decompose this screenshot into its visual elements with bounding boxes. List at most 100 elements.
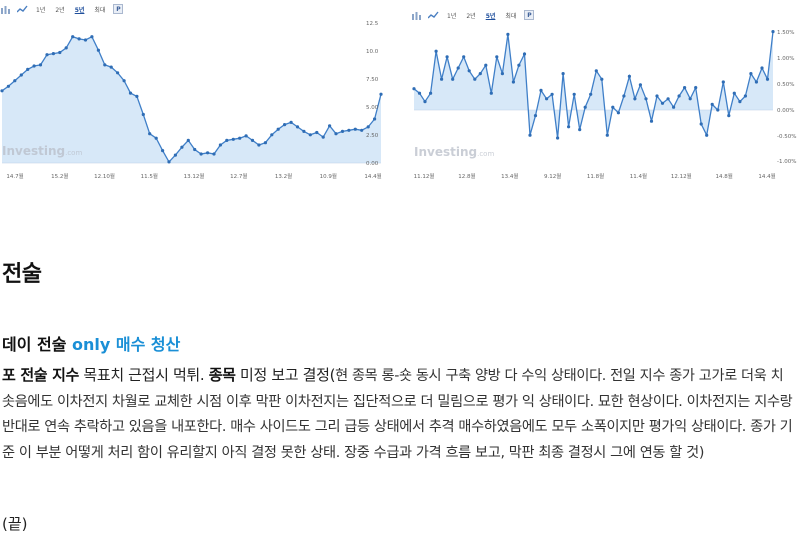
data-point [58, 50, 62, 55]
data-point [270, 133, 274, 137]
y-tick-label: 1.50% [777, 30, 794, 36]
data-point [622, 94, 626, 98]
data-point [71, 35, 75, 39]
data-point [154, 136, 158, 140]
data-point [109, 65, 113, 69]
data-point [765, 77, 770, 81]
y-tick-label: 10.0 [366, 49, 379, 55]
chart-left-toolbar: 1년 2년 5년 최대 P [0, 0, 124, 18]
data-point [45, 53, 49, 57]
x-tick-label: 15.2월 [51, 172, 68, 180]
data-point [180, 145, 184, 149]
y-tick-label: 7.50 [366, 77, 379, 83]
body-paragraph: 포 전술 지수 목표치 근접시 먹튀. 종목 미정 보고 결정(현 종목 롱-숏… [2, 363, 794, 466]
data-point [545, 97, 549, 101]
x-tick-label: 11.12월 [414, 172, 435, 180]
data-point [500, 72, 504, 76]
x-tick-label: 12.10월 [94, 172, 115, 180]
period-5y-button[interactable]: 5년 [485, 12, 496, 20]
data-point [26, 67, 30, 71]
watermark-suffix: .com [65, 149, 82, 157]
data-point [135, 94, 139, 98]
investing-watermark: Investing.com [414, 145, 494, 159]
data-point [600, 77, 604, 81]
data-point [186, 138, 190, 142]
data-point [484, 63, 488, 67]
data-point [738, 100, 742, 104]
p-button[interactable]: P [113, 4, 124, 14]
data-point [567, 125, 571, 129]
data-point [705, 133, 709, 137]
data-point [302, 129, 306, 133]
data-point [473, 77, 477, 81]
x-tick-label: 14.7월 [6, 172, 23, 180]
p-button[interactable]: P [524, 10, 535, 20]
line-chart-icon[interactable] [428, 10, 439, 20]
body-bold-2: 종목 [208, 366, 236, 384]
period-2y-button[interactable]: 2년 [466, 12, 476, 20]
chart-right-svg: 1.50% 1.00% 0.50% 0.00% -0.50% -1.00% 11.12월 12… [412, 30, 796, 180]
data-point [321, 135, 325, 139]
y-tick-label: 0.50% [777, 82, 794, 88]
data-point [467, 69, 471, 73]
y-tick-label: 12.5 [366, 21, 379, 27]
series-area [2, 36, 381, 164]
data-point [148, 132, 152, 136]
data-point [528, 133, 532, 137]
data-point [533, 114, 538, 118]
period-max-button[interactable]: 최대 [94, 6, 106, 14]
y-tick-label: 1.00% [777, 56, 794, 62]
data-point [334, 132, 338, 136]
x-tick-label: 14.4월 [364, 172, 381, 180]
chart-left-panel: 1년 2년 5년 최대 P 12.5 10.0 7.50 5.00 2.50 0.00 14… [0, 0, 390, 185]
data-point [760, 66, 764, 70]
watermark-suffix: .com [477, 150, 494, 158]
data-point [666, 97, 670, 101]
data-point [423, 100, 427, 104]
data-point [38, 63, 43, 67]
end-mark: (끝) [2, 515, 28, 533]
data-point [308, 133, 312, 137]
period-max-button[interactable]: 최대 [505, 12, 517, 20]
data-point [699, 122, 703, 126]
x-tick-label: 11.5월 [141, 172, 158, 180]
data-point [417, 91, 422, 95]
y-tick-label: 2.50 [366, 133, 379, 139]
period-5y-button[interactable]: 5년 [74, 6, 85, 14]
y-tick-label: 5.00 [366, 105, 379, 111]
x-tick-label: 12.8월 [458, 172, 475, 180]
data-point [13, 79, 17, 83]
data-point [347, 128, 351, 132]
data-point [283, 123, 287, 127]
y-tick-label: -1.00% [777, 159, 796, 165]
section-title: 전술 [2, 262, 42, 287]
data-point [605, 133, 609, 137]
x-tick-label: 10.9월 [320, 172, 337, 180]
data-point [295, 125, 300, 129]
watermark-brand: Investing [2, 144, 65, 158]
data-point [727, 114, 731, 118]
data-point [434, 49, 438, 53]
data-point [589, 92, 593, 96]
data-point [583, 105, 587, 109]
data-point [683, 86, 687, 90]
data-point [373, 117, 377, 121]
data-point [578, 128, 582, 132]
x-tick-label: 12.12월 [671, 172, 692, 180]
data-point [96, 48, 100, 52]
chart-right-toolbar: 1년 2년 5년 최대 P [411, 6, 535, 24]
period-2y-button[interactable]: 2년 [55, 6, 65, 14]
x-tick-label: 13.2월 [275, 172, 292, 180]
line-chart-icon[interactable] [17, 4, 28, 14]
x-tick-label: 13.12월 [184, 172, 205, 180]
bar-chart-icon[interactable] [411, 10, 422, 20]
data-point [315, 130, 319, 135]
data-point [412, 87, 416, 91]
period-1y-button[interactable]: 1년 [36, 6, 46, 14]
data-point [478, 72, 482, 76]
y-tick-label: 0.00 [366, 161, 379, 167]
body-bold-1: 포 전술 지수 [2, 366, 79, 384]
period-1y-button[interactable]: 1년 [447, 12, 457, 20]
bar-chart-icon[interactable] [0, 4, 11, 14]
subhead: 데이 전술 only 매수 청산 [2, 331, 180, 355]
